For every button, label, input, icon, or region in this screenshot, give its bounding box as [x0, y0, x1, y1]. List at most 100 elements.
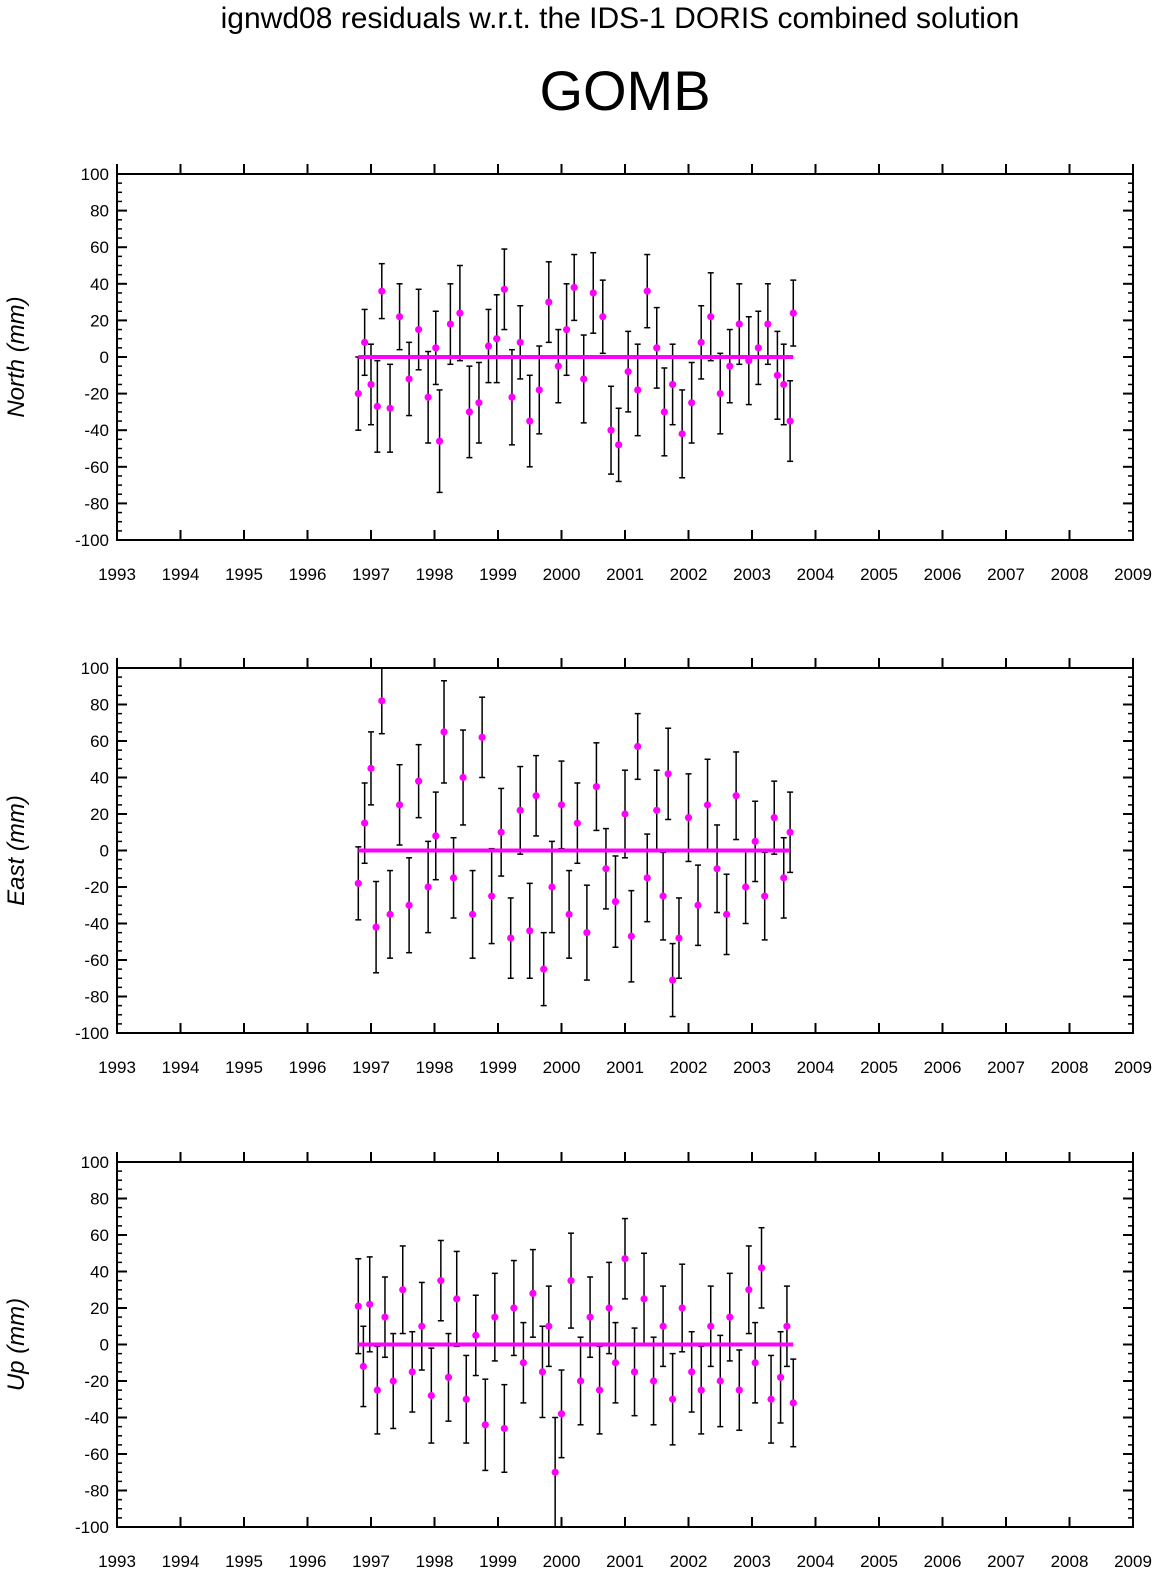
east-data-point	[361, 819, 369, 827]
east-y-tick-label: -60	[84, 951, 109, 970]
north-data-point	[526, 417, 534, 425]
east-y-tick-label: -20	[84, 878, 109, 897]
east-data-point	[684, 814, 693, 822]
east-y-tick-label: 80	[90, 696, 109, 715]
east-y-tick-label: -40	[84, 915, 109, 934]
north-x-tick-label: 2000	[543, 565, 581, 584]
north-x-tick-label: 2001	[606, 565, 644, 584]
north-data-point	[653, 344, 661, 352]
north-data-point	[386, 404, 394, 412]
east-panel: 1993 1994 1995 1996 1997 1998 1999 2000 2001 2002…	[3, 658, 1152, 1077]
up-y-tick-label: -100	[75, 1518, 109, 1537]
up-x-tick-label: 2000	[543, 1552, 581, 1571]
up-y-tick-label: 80	[90, 1190, 109, 1209]
up-x-tick-label: 2008	[1051, 1552, 1089, 1571]
east-data-point	[634, 742, 642, 751]
north-x-tick-label: 1994	[162, 565, 200, 584]
east-data-point	[354, 879, 362, 887]
up-y-tick-label: -60	[84, 1445, 109, 1464]
east-y-tick-label: -100	[75, 1024, 109, 1043]
north-data-point	[745, 357, 753, 365]
north-panel: 1993 1994 1995 1996 1997 1998 1999 2000 2001 2002…	[3, 164, 1152, 584]
up-x-tick-label: 2006	[924, 1552, 962, 1571]
north-x-tick-label: 2009	[1114, 565, 1152, 584]
north-y-tick-label: -100	[75, 531, 109, 550]
up-x-tick-label: 1998	[416, 1552, 454, 1571]
up-x-tick-label: 1999	[479, 1552, 517, 1571]
east-data-point	[372, 923, 380, 931]
up-data-point	[557, 1410, 566, 1418]
up-data-point	[776, 1373, 785, 1381]
north-data-point	[484, 342, 493, 350]
north-y-axis-label: North (mm)	[3, 296, 30, 417]
north-data-point	[599, 313, 607, 321]
east-data-point	[367, 764, 375, 772]
east-x-tick-label: 1995	[225, 1058, 263, 1077]
east-data-point	[516, 806, 524, 814]
east-x-tick-label: 2002	[670, 1058, 708, 1077]
up-data-point	[669, 1395, 677, 1403]
north-data-point	[500, 285, 508, 293]
north-data-point	[688, 399, 696, 407]
east-data-point	[653, 806, 661, 814]
north-data-point	[435, 437, 444, 445]
east-data-point	[540, 965, 548, 973]
north-data-point	[367, 380, 375, 389]
north-data-point	[707, 313, 715, 321]
up-y-tick-label: 20	[90, 1299, 109, 1318]
north-y-tick-label: -60	[84, 458, 109, 477]
up-data-point	[381, 1313, 389, 1321]
north-x-tick-label: 2006	[924, 565, 962, 584]
east-data-point	[723, 910, 731, 918]
north-data-point	[446, 320, 454, 328]
up-data-point	[697, 1386, 705, 1394]
east-y-tick-label: 100	[81, 659, 109, 678]
up-y-tick-label: 0	[100, 1336, 109, 1355]
east-x-tick-label: 2001	[606, 1058, 644, 1077]
north-x-tick-label: 2005	[860, 565, 898, 584]
east-data-point	[732, 792, 740, 800]
up-data-point	[659, 1322, 667, 1330]
figure-suptitle: ignwd08 residuals w.r.t. the IDS-1 DORIS…	[221, 2, 1020, 35]
up-x-tick-label: 1997	[352, 1552, 390, 1571]
up-data-point	[745, 1286, 753, 1294]
east-data-point	[440, 728, 448, 736]
up-y-tick-label: 60	[90, 1226, 109, 1245]
north-data-point	[716, 390, 724, 398]
up-data-point	[678, 1304, 686, 1312]
up-data-point	[649, 1377, 658, 1385]
up-x-tick-label: 2009	[1114, 1552, 1152, 1571]
north-data-point	[678, 430, 686, 438]
north-data-point	[508, 393, 516, 401]
north-data-point	[570, 283, 578, 292]
east-data-point	[742, 883, 750, 891]
north-data-point	[475, 399, 483, 407]
north-data-point	[697, 338, 705, 346]
north-y-tick-label: 0	[100, 348, 109, 367]
up-data-point	[437, 1277, 445, 1285]
east-x-tick-label: 1996	[289, 1058, 327, 1077]
up-data-point	[389, 1377, 397, 1385]
up-data-point	[545, 1322, 553, 1330]
up-data-point	[596, 1386, 604, 1394]
up-data-point	[735, 1386, 743, 1394]
east-data-point	[592, 783, 601, 791]
north-data-point	[405, 375, 413, 383]
north-data-point	[361, 338, 369, 346]
up-x-tick-label: 2007	[987, 1552, 1025, 1571]
north-data-point	[589, 289, 597, 297]
east-data-point	[703, 801, 712, 809]
north-data-point	[432, 344, 440, 352]
north-data-point	[669, 380, 677, 389]
up-data-point	[716, 1377, 724, 1385]
up-data-point	[726, 1313, 734, 1321]
north-data-point	[643, 287, 651, 295]
east-data-point	[405, 901, 413, 909]
up-x-tick-label: 2004	[797, 1552, 835, 1571]
east-x-tick-label: 2009	[1114, 1058, 1152, 1077]
east-data-point	[675, 934, 683, 942]
north-x-tick-label: 2007	[987, 565, 1025, 584]
up-y-axis-label: Up (mm)	[3, 1298, 30, 1391]
north-x-tick-label: 2003	[733, 565, 771, 584]
up-data-point	[472, 1331, 480, 1339]
